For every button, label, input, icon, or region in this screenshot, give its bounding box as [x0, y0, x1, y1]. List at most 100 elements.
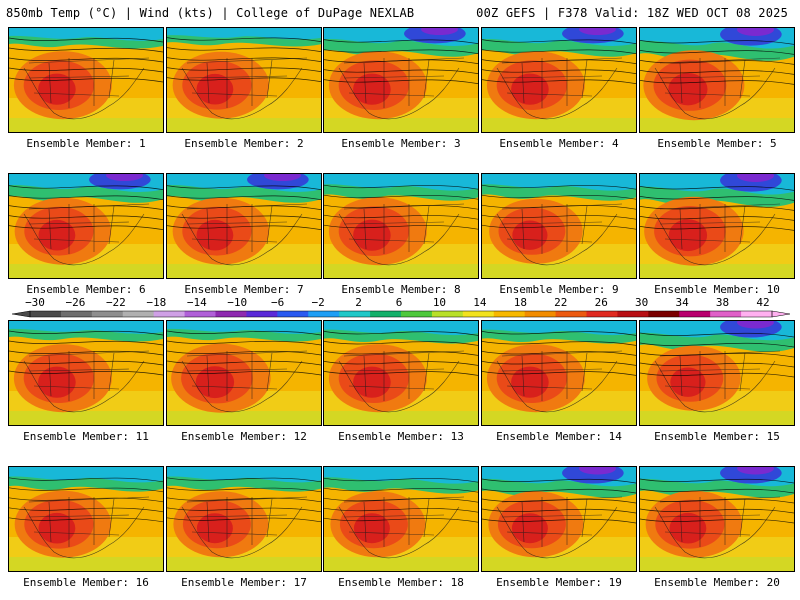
colorbar-tick-label: 6 — [396, 296, 403, 309]
ensemble-member-caption: Ensemble Member: 8 — [341, 283, 461, 296]
colorbar-tick-label: −18 — [146, 296, 166, 309]
ensemble-member-caption: Ensemble Member: 4 — [499, 137, 619, 150]
colorbar-segment — [246, 311, 278, 317]
header-bar: 850mb Temp (°C) | Wind (kts) | College o… — [0, 0, 800, 24]
ensemble-panel: Ensemble Member: 13 — [323, 320, 479, 443]
ensemble-member-caption: Ensemble Member: 1 — [26, 137, 146, 150]
temperature-map — [639, 173, 795, 279]
colorbar-tick-label: 34 — [675, 296, 689, 309]
colorbar-svg: −30 −26 −22 −18 −14 −10 −6 −2 2 6 10 14 18 22 26 30 34 38… — [11, 296, 791, 318]
ensemble-panel: Ensemble Member: 3 — [323, 27, 479, 150]
temperature-map — [166, 27, 322, 133]
colorbar-segment — [524, 311, 557, 317]
map-image — [167, 28, 321, 132]
temperature-map — [8, 173, 164, 279]
ensemble-panel: Ensemble Member: 14 — [481, 320, 637, 443]
temperature-map — [323, 466, 479, 572]
colorbar-min-arrow — [11, 310, 31, 318]
temperature-map — [323, 320, 479, 426]
map-image — [167, 467, 321, 571]
colorbar-segment — [308, 311, 340, 317]
ensemble-panel: Ensemble Member: 12 — [166, 320, 322, 443]
ensemble-panel: Ensemble Member: 10 — [639, 173, 795, 296]
ensemble-member-caption: Ensemble Member: 20 — [654, 576, 780, 589]
ensemble-panel: Ensemble Member: 1 — [8, 27, 164, 150]
map-image — [640, 174, 794, 278]
colorbar-tick-label: −2 — [311, 296, 324, 309]
map-image — [640, 321, 794, 425]
temperature-map — [481, 27, 637, 133]
ensemble-member-caption: Ensemble Member: 3 — [341, 137, 461, 150]
run-valid-time: 00Z GEFS | F378 Valid: 18Z WED OCT 08 20… — [476, 6, 788, 20]
colorbar-tick-label: −30 — [25, 296, 45, 309]
colorbar-segment — [741, 311, 773, 317]
colorbar-segment — [431, 311, 464, 317]
ensemble-panel: Ensemble Member: 9 — [481, 173, 637, 296]
temperature-map — [166, 173, 322, 279]
map-image — [167, 174, 321, 278]
colorbar-max-arrow — [771, 310, 791, 318]
colorbar-segment — [370, 311, 402, 317]
colorbar-tick-label: 42 — [756, 296, 769, 309]
colorbar-segment — [555, 311, 587, 317]
map-image — [482, 28, 636, 132]
map-image — [9, 174, 163, 278]
colorbar-tick-label: 10 — [433, 296, 446, 309]
temperature-map — [323, 173, 479, 279]
temperature-map — [639, 27, 795, 133]
colorbar-segment — [184, 311, 216, 317]
ensemble-member-caption: Ensemble Member: 10 — [654, 283, 780, 296]
colorbar-tick-label: 30 — [635, 296, 648, 309]
colorbar-segment — [122, 311, 155, 317]
ensemble-member-caption: Ensemble Member: 9 — [499, 283, 619, 296]
ensemble-member-caption: Ensemble Member: 18 — [338, 576, 464, 589]
colorbar-tick-label: −14 — [187, 296, 207, 309]
temperature-map — [166, 466, 322, 572]
colorbar-segment — [91, 311, 124, 317]
map-image — [9, 28, 163, 132]
colorbar-segment — [710, 311, 742, 317]
temperature-map — [481, 466, 637, 572]
map-image — [482, 174, 636, 278]
colorbar-tick-label: −10 — [227, 296, 247, 309]
ensemble-member-caption: Ensemble Member: 7 — [184, 283, 304, 296]
colorbar-tick-label: −26 — [66, 296, 86, 309]
map-image — [9, 467, 163, 571]
map-image — [640, 467, 794, 571]
ensemble-panel: Ensemble Member: 7 — [166, 173, 322, 296]
colorbar-segment — [277, 311, 309, 317]
ensemble-member-caption: Ensemble Member: 14 — [496, 430, 622, 443]
temperature-map — [481, 320, 637, 426]
map-image — [9, 321, 163, 425]
colorbar-segment — [30, 311, 62, 317]
temperature-map — [8, 27, 164, 133]
ensemble-member-caption: Ensemble Member: 2 — [184, 137, 304, 150]
map-image — [482, 321, 636, 425]
colorbar-tick-label: 14 — [473, 296, 487, 309]
ensemble-panel: Ensemble Member: 16 — [8, 466, 164, 589]
ensemble-member-caption: Ensemble Member: 19 — [496, 576, 622, 589]
map-image — [324, 174, 478, 278]
ensemble-member-caption: Ensemble Member: 17 — [181, 576, 307, 589]
temperature-map — [8, 466, 164, 572]
colorbar-segment — [215, 311, 247, 317]
ensemble-member-caption: Ensemble Member: 15 — [654, 430, 780, 443]
colorbar-segment — [153, 311, 186, 317]
colorbar-tick-label: 22 — [554, 296, 567, 309]
ensemble-panel: Ensemble Member: 18 — [323, 466, 479, 589]
temperature-map — [323, 27, 479, 133]
colorbar-segment — [648, 311, 680, 317]
map-image — [167, 321, 321, 425]
colorbar-tick-label: 26 — [595, 296, 608, 309]
ensemble-panel: Ensemble Member: 6 — [8, 173, 164, 296]
colorbar-segment — [586, 311, 618, 317]
map-image — [640, 28, 794, 132]
ensemble-member-caption: Ensemble Member: 5 — [657, 137, 777, 150]
temperature-map — [639, 320, 795, 426]
ensemble-panel: Ensemble Member: 8 — [323, 173, 479, 296]
colorbar-tick-label: −6 — [271, 296, 284, 309]
colorbar-tick-label: 18 — [514, 296, 527, 309]
map-image — [324, 28, 478, 132]
colorbar-tick-label: 2 — [355, 296, 362, 309]
ensemble-panel: Ensemble Member: 17 — [166, 466, 322, 589]
